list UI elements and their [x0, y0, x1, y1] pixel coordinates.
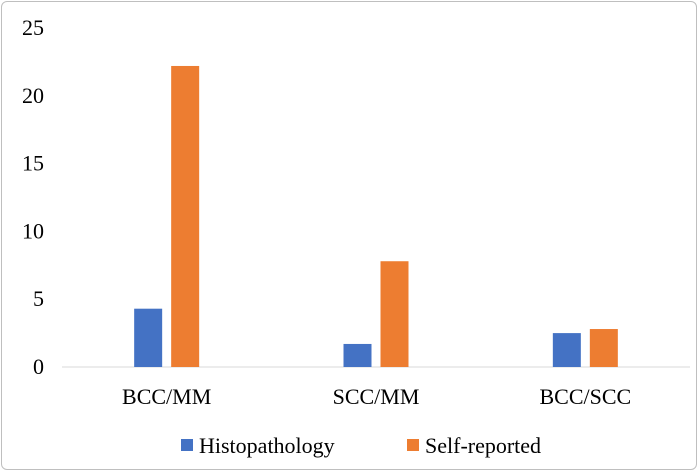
y-tick-label: 5	[33, 286, 44, 311]
x-axis: BCC/MM SCC/MM BCC/SCC	[122, 384, 631, 409]
bar-self-reported-bcc-mm	[171, 65, 200, 367]
y-tick-label: 15	[22, 151, 44, 176]
legend-label: Histopathology	[199, 433, 335, 458]
x-tick-label: BCC/SCC	[539, 384, 631, 409]
bar-histopathology-scc-mm	[343, 343, 372, 367]
x-tick-label: BCC/MM	[122, 384, 211, 409]
bar-self-reported-scc-mm	[380, 261, 409, 367]
bar-histopathology-bcc-scc	[552, 333, 581, 367]
legend-swatch	[181, 439, 193, 451]
legend: Histopathology Self-reported	[181, 433, 541, 458]
x-tick-label: SCC/MM	[333, 384, 420, 409]
legend-swatch	[407, 439, 419, 451]
y-tick-label: 25	[22, 15, 44, 40]
y-tick-label: 10	[22, 218, 44, 243]
y-tick-label: 0	[33, 354, 44, 379]
bar-histopathology-bcc-mm	[134, 308, 163, 367]
bars-group	[134, 65, 618, 367]
y-tick-label: 20	[22, 83, 44, 108]
legend-label: Self-reported	[425, 433, 541, 458]
bar-self-reported-bcc-scc	[589, 329, 618, 367]
y-axis: 0 5 10 15 20 25	[22, 15, 44, 379]
